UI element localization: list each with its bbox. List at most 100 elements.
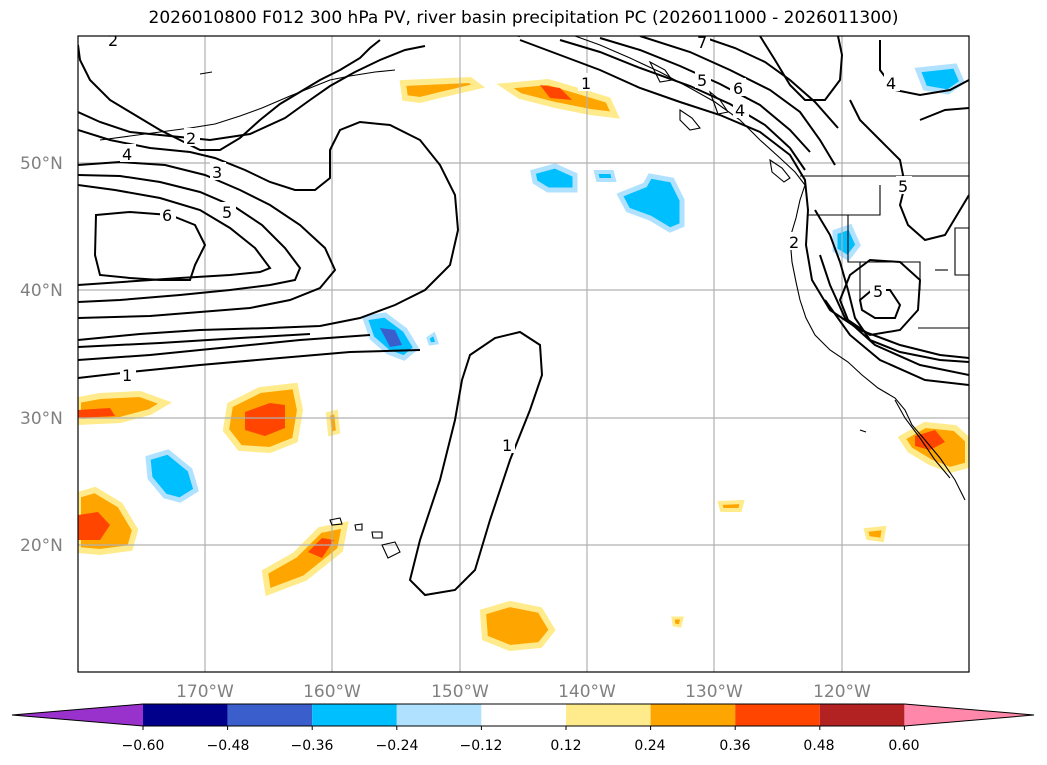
lon-label: 140°W [558,682,616,702]
hawaii-island [381,541,401,559]
precip-area [863,525,887,543]
island [199,71,213,75]
pv-contour-1c [408,330,544,597]
contour-label: 6 [733,79,743,98]
contour-label: 1 [122,366,132,385]
lon-label: 130°W [685,682,743,702]
pv-contour-4b [879,40,969,97]
precip-area [380,328,402,347]
precip-area [671,616,684,628]
pv-contour [78,45,426,142]
colorbar-bin [566,704,651,726]
pv-contour [639,36,836,166]
lon-label: 160°W [303,682,361,702]
colorbar-tick-label: −0.36 [291,738,334,754]
contour-label: 5 [222,203,232,222]
island [769,158,791,183]
state-border [847,215,921,290]
lat-label: 50°N [20,154,63,174]
precip-area [717,499,745,512]
lon-label: 120°W [813,682,871,702]
colorbar-tick-label: −0.24 [376,738,419,754]
island [859,429,867,433]
state-border [954,227,969,276]
colorbar-bin [227,704,313,726]
lon-label: 170°W [176,682,234,702]
contour-label: 2 [789,233,799,252]
contour-label: 5 [898,177,908,196]
west-coast [574,36,966,501]
pv-contour-5 [78,184,272,286]
colorbar-bin [650,704,736,726]
contour-labels: 2 2 3 4 5 6 1 1 1 4 5 5 6 7 [105,31,912,455]
contour-label: 4 [886,74,896,93]
positive-precip-shading [78,76,969,652]
pv-contour-2 [78,39,381,151]
aleutian-islands [99,69,396,141]
colorbar [11,703,1035,730]
colorbar-bin [904,704,1034,726]
precip-area [593,170,617,182]
hawaii-island [354,523,363,531]
precip-area [145,449,199,503]
contour-label: 4 [122,145,132,164]
colorbar-bin [143,704,228,726]
precip-area [325,409,341,437]
negative-precip-shading [145,63,966,503]
contour-label: 1 [502,436,512,455]
map-frame [77,35,970,673]
pv-contour [819,254,969,376]
lon-label: 150°W [431,682,489,702]
pv-contour [838,258,922,337]
contour-label: 2 [108,31,118,50]
precip-area [540,85,572,100]
pv-contour [919,107,969,121]
colorbar-tick-label: 0.48 [803,738,834,754]
pv-contour [559,39,806,171]
contour-label: 3 [212,163,222,182]
pv-contour [824,299,969,386]
state-border [808,185,881,216]
colorbar-tick-label: 0.60 [888,738,919,754]
pv-contour-3 [78,160,337,319]
colorbar-tick-labels: −0.60 −0.48 −0.36 −0.24 −0.12 0.12 0.24 … [122,738,920,754]
lat-label: 40°N [20,281,63,301]
contour-label: 4 [735,101,745,120]
precip-area [245,403,285,436]
island [679,108,701,131]
contour-label: 1 [581,74,591,93]
precip-area [78,512,110,540]
precip-area [616,173,685,233]
precip-area [915,430,945,450]
contour-label: 2 [186,129,196,148]
precip-area [308,538,334,558]
precip-area [479,600,556,652]
latitude-labels: 50°N 40°N 30°N 20°N [20,154,63,556]
contour-label: 6 [162,206,172,225]
pv-contour-5c [849,99,969,242]
precip-area [426,331,439,346]
coastlines [99,36,969,559]
contour-label: 5 [873,282,883,301]
colorbar-bin [735,704,820,726]
map-title: 2026010800 F012 300 hPa PV, river basin … [148,8,899,28]
pv-contour [78,333,311,348]
lat-label: 20°N [20,536,63,556]
precip-area [530,163,578,193]
pv-contour [814,209,969,363]
precip-area [832,223,861,262]
precip-area [399,76,485,104]
colorbar-tick-label: −0.60 [122,738,165,754]
pv-contour-4 [78,174,302,303]
colorbar-tick-label: 0.12 [550,738,581,754]
contour-label: 5 [697,71,707,90]
pv-contour-7 [759,36,844,101]
lat-label: 30°N [20,409,63,429]
colorbar-tick-label: 0.36 [719,738,750,754]
pv-contour-6b [699,36,839,129]
colorbar-bin [481,704,566,726]
pv-contour [599,37,811,153]
longitude-labels: 170°W 160°W 150°W 140°W 130°W 120°W [176,682,871,702]
hawaii-island [371,531,383,539]
